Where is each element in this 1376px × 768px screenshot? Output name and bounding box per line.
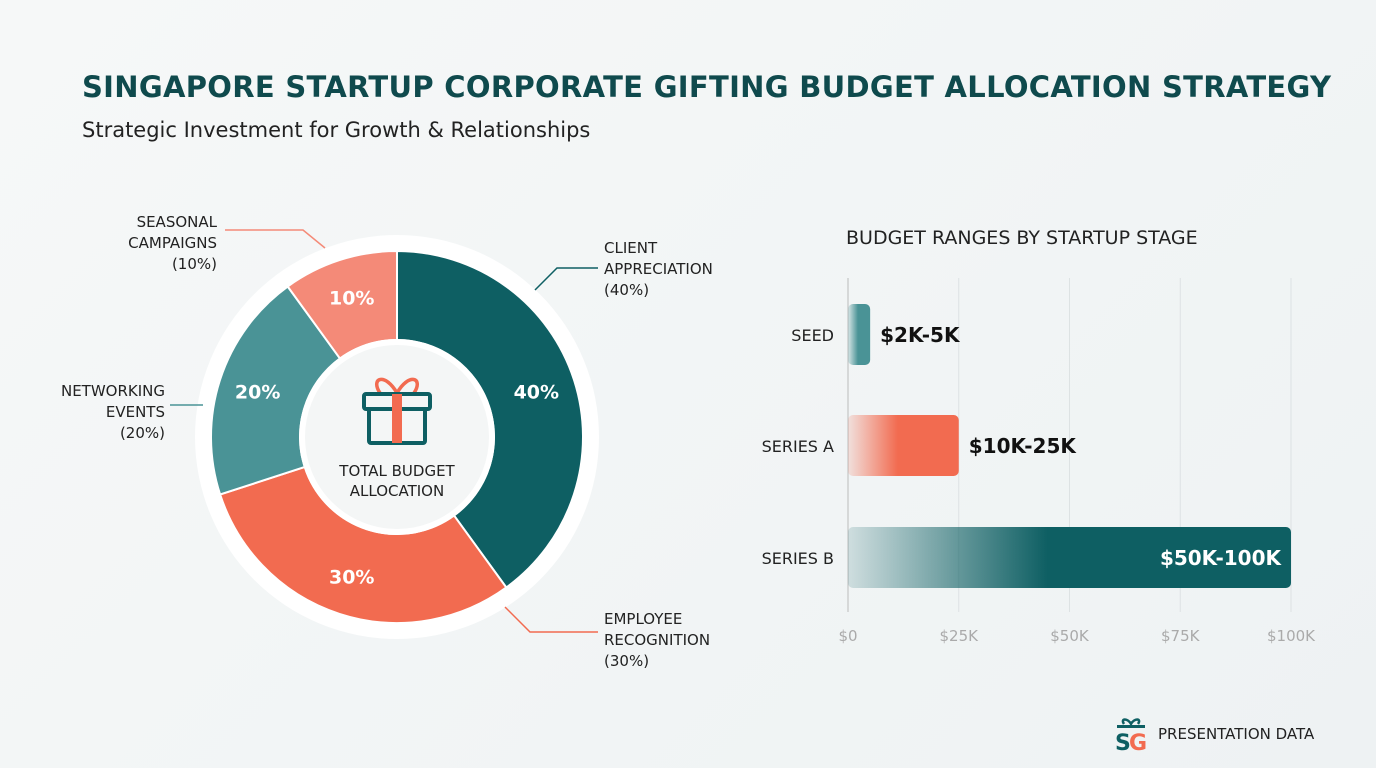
bar-chart-title: BUDGET RANGES BY STARTUP STAGE	[846, 227, 1198, 249]
legend-label: CLIENT APPRECIATION	[604, 239, 713, 278]
legend-value: (40%)	[604, 281, 650, 299]
gift-icon	[362, 377, 432, 445]
legend-networking: NETWORKING EVENTS (20%)	[61, 381, 165, 444]
legend-client: CLIENT APPRECIATION (40%)	[604, 238, 713, 301]
leader-line	[504, 606, 598, 633]
legend-seasonal: SEASONAL CAMPAIGNS (10%)	[128, 212, 217, 275]
x-tick-label: $75K	[1161, 627, 1201, 645]
center-label: ALLOCATION	[350, 482, 444, 500]
legend-label: NETWORKING EVENTS	[60, 382, 165, 421]
bar-series-a	[848, 415, 959, 476]
x-tick-label: $100K	[1267, 627, 1316, 645]
leader-line	[225, 229, 326, 249]
slice-data-label: 30%	[329, 566, 374, 588]
footer-text: PRESENTATION DATA	[1158, 725, 1315, 743]
x-tick-label: $50K	[1050, 627, 1090, 645]
y-category-label: SERIES B	[762, 549, 834, 568]
legend-value: (30%)	[604, 652, 650, 670]
y-category-label: SERIES A	[762, 437, 834, 456]
bar-data-label: $50K-100K	[1160, 546, 1283, 570]
y-category-label: SEED	[791, 326, 834, 345]
page-subtitle: Strategic Investment for Growth & Relati…	[82, 118, 591, 142]
bar-data-label: $10K-25K	[969, 434, 1078, 458]
svg-text:S: S	[1115, 731, 1131, 752]
bar-data-label: $2K-5K	[880, 323, 961, 347]
page-title: SINGAPORE STARTUP CORPORATE GIFTING BUDG…	[82, 70, 1332, 104]
svg-text:G: G	[1129, 731, 1147, 752]
legend-value: (20%)	[119, 424, 165, 442]
legend-label: SEASONAL CAMPAIGNS	[128, 213, 217, 252]
x-tick-label: $25K	[940, 627, 980, 645]
sg-logo-icon: S G	[1115, 718, 1147, 752]
center-label: TOTAL BUDGET	[338, 462, 455, 480]
slice-data-label: 10%	[329, 288, 374, 310]
footer-logo: S G PRESENTATION DATA	[1114, 716, 1314, 752]
legend-employee: EMPLOYEE RECOGNITION (30%)	[604, 609, 710, 672]
x-tick-label: $0	[838, 627, 857, 645]
legend-value: (10%)	[171, 255, 217, 273]
bar-series-b	[848, 527, 1291, 588]
slice-data-label: 20%	[235, 382, 280, 404]
leader-line	[534, 267, 598, 291]
slice-data-label: 40%	[514, 382, 559, 404]
bar-seed	[848, 304, 871, 365]
legend-label: EMPLOYEE RECOGNITION	[604, 610, 711, 649]
